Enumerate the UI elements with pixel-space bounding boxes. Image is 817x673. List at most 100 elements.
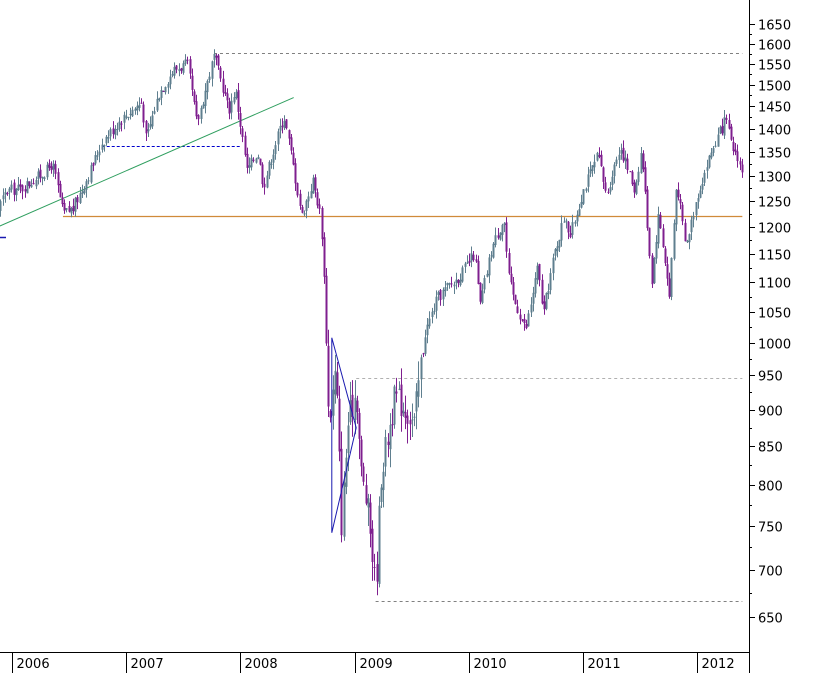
- candle-up: [488, 257, 491, 276]
- x-tick-label: 2012: [702, 657, 735, 672]
- candle-up: [169, 76, 172, 85]
- candle-up: [0, 201, 2, 211]
- y-tick-label: 1150: [758, 249, 791, 264]
- candle-down: [468, 260, 471, 263]
- candle-down: [521, 319, 524, 321]
- y-tick-label: 700: [758, 565, 783, 580]
- candle-up: [402, 410, 405, 414]
- candle-up: [98, 151, 101, 156]
- candle-up: [530, 304, 533, 313]
- candle-up: [382, 471, 385, 491]
- candle-down: [644, 167, 647, 192]
- candle-up: [118, 121, 121, 130]
- candle-down: [387, 441, 390, 446]
- candle-up: [717, 134, 720, 147]
- candle-up: [153, 111, 156, 114]
- candle-down: [510, 273, 513, 283]
- candle-up: [415, 391, 418, 412]
- candle-up: [587, 174, 590, 187]
- candle-down: [538, 264, 541, 281]
- candle-down: [514, 294, 517, 305]
- candle-up: [83, 189, 86, 194]
- candle-up: [79, 193, 82, 203]
- candle-down: [226, 93, 229, 101]
- candle-down: [13, 182, 16, 195]
- candle-down: [648, 227, 651, 257]
- candle-up: [554, 249, 557, 256]
- candles-layer: [0, 49, 744, 596]
- candle-down: [72, 205, 75, 212]
- candle-up: [490, 255, 493, 257]
- candle-up: [589, 169, 592, 174]
- candle-up: [637, 171, 640, 182]
- candle-down: [668, 278, 671, 297]
- candle-down: [395, 391, 398, 394]
- candle-up: [90, 165, 93, 183]
- candle-up: [268, 161, 271, 176]
- candle-down: [323, 237, 326, 277]
- candle-up: [74, 197, 77, 212]
- candle-down: [76, 197, 79, 203]
- candle-up: [131, 109, 134, 117]
- candle-up: [433, 310, 436, 312]
- candle-up: [486, 273, 489, 277]
- candle-down: [263, 183, 266, 188]
- candle-up: [453, 284, 456, 287]
- candle-down: [288, 130, 291, 139]
- y-tick-label: 850: [758, 441, 783, 456]
- candle-up: [428, 318, 431, 327]
- y-tick-label: 1300: [758, 171, 791, 186]
- candle-up: [547, 291, 550, 295]
- candle-up: [178, 69, 181, 72]
- candle-up: [470, 253, 473, 262]
- candle-down: [728, 120, 731, 129]
- candle-up: [164, 87, 167, 93]
- candle-down: [224, 91, 227, 94]
- candle-down: [222, 78, 225, 93]
- candle-up: [279, 125, 282, 131]
- candle-up: [389, 424, 392, 450]
- candle-up: [435, 296, 438, 311]
- candle-up: [411, 419, 414, 421]
- candle-down: [508, 253, 511, 274]
- y-tick-label: 1550: [758, 59, 791, 74]
- candle-up: [125, 116, 128, 118]
- candle-down: [730, 126, 733, 140]
- candle-down: [406, 415, 409, 424]
- candle-down: [422, 353, 425, 355]
- candle-down: [479, 282, 482, 302]
- candle-down: [602, 167, 605, 182]
- candle-up: [417, 380, 420, 397]
- candle-down: [633, 182, 636, 193]
- candle-up: [41, 176, 44, 179]
- candle-down: [142, 104, 145, 123]
- candle-down: [677, 189, 680, 198]
- candle-down: [360, 439, 363, 467]
- candle-down: [734, 149, 737, 153]
- overlay-layer: [0, 236, 357, 533]
- candle-down: [523, 318, 526, 324]
- candle-down: [516, 306, 519, 314]
- candle-down: [217, 55, 220, 66]
- candle-up: [615, 159, 618, 164]
- candle-up: [420, 357, 423, 380]
- candle-down: [365, 485, 368, 504]
- candle-up: [184, 59, 187, 64]
- candle-down: [629, 171, 632, 173]
- candle-down: [241, 128, 244, 137]
- candle-down: [252, 159, 255, 161]
- candle-up: [461, 267, 464, 282]
- candle-up: [503, 223, 506, 226]
- candle-down: [631, 171, 634, 185]
- candle-up: [527, 313, 530, 327]
- candle-up: [43, 177, 46, 180]
- candle-down: [228, 101, 231, 114]
- candle-up: [380, 487, 383, 503]
- candle-down: [112, 128, 115, 135]
- candle-up: [556, 246, 559, 252]
- y-tick-label: 650: [758, 612, 783, 627]
- candle-up: [35, 179, 38, 187]
- candle-down: [195, 101, 198, 117]
- candle-up: [492, 243, 495, 258]
- candle-up: [413, 416, 416, 418]
